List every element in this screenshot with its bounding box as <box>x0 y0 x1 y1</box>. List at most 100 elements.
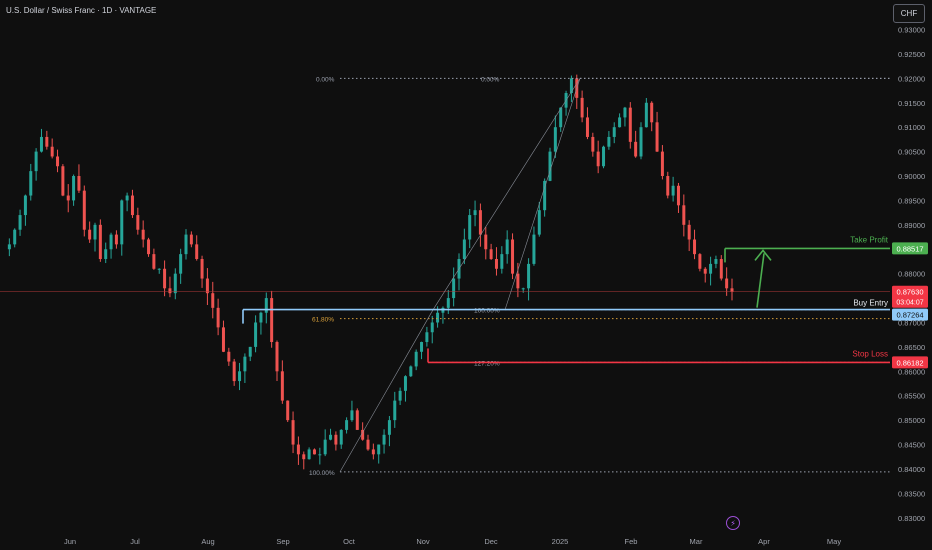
y-tick-label: 0.86500 <box>898 343 925 352</box>
candle-body <box>580 97 584 118</box>
x-tick-label: 2025 <box>552 537 569 546</box>
candle-body <box>339 429 343 445</box>
candle-body <box>478 210 482 235</box>
candle-body <box>602 146 606 167</box>
candle-body <box>163 268 167 289</box>
candle-body <box>312 449 316 455</box>
y-tick-label: 0.91500 <box>898 99 925 108</box>
candle-body <box>500 254 504 269</box>
x-tick-label: May <box>827 537 841 546</box>
candle-body <box>125 195 129 201</box>
buy-entry-label: Buy Entry <box>853 299 888 308</box>
x-tick-label: Oct <box>343 537 356 546</box>
candle-body <box>98 224 102 260</box>
x-tick-label: Jul <box>130 537 140 546</box>
target-arrow-head <box>754 249 772 261</box>
candle-body <box>425 332 429 343</box>
candle-body <box>511 239 515 274</box>
candle-body <box>387 420 391 435</box>
candle-body <box>280 371 284 401</box>
candle-body <box>243 356 247 372</box>
candle-body <box>77 176 81 191</box>
candle-body <box>436 312 440 323</box>
fib-guide-line <box>432 78 581 310</box>
candle-body <box>211 293 215 308</box>
candle-body <box>345 420 349 430</box>
candle-body <box>489 249 493 260</box>
candle-body <box>200 259 204 279</box>
x-tick-label: Jun <box>64 537 76 546</box>
candle-body <box>173 273 177 294</box>
candle-body <box>634 141 638 157</box>
y-tick-label: 0.84500 <box>898 441 925 450</box>
candle-body <box>650 102 654 123</box>
candle-body <box>205 278 209 294</box>
y-tick-label: 0.90500 <box>898 148 925 157</box>
candle-body <box>7 244 11 250</box>
candle-body <box>628 107 632 142</box>
candle-body <box>468 215 472 240</box>
candle-body <box>39 136 43 152</box>
currency-button[interactable]: CHF <box>893 4 925 23</box>
candle-body <box>45 136 49 147</box>
candle-body <box>318 454 322 456</box>
candle-body <box>264 298 268 313</box>
candle-body <box>189 234 193 245</box>
y-tick-label: 0.86000 <box>898 367 925 376</box>
candle-body <box>559 107 563 128</box>
take-profit-price-box <box>892 242 928 255</box>
candle-body <box>82 190 86 230</box>
candle-body <box>682 205 686 225</box>
candle-body <box>286 400 290 421</box>
candle-body <box>56 156 60 167</box>
candle-body <box>660 151 664 177</box>
fib-level-label: 100.00% <box>309 470 335 477</box>
candle-body <box>527 263 531 289</box>
candle-body <box>591 136 595 152</box>
candle-body <box>585 117 589 137</box>
candle-body <box>296 444 300 455</box>
candle-body <box>361 429 365 440</box>
y-tick-label: 0.85000 <box>898 416 925 425</box>
candle-body <box>596 151 600 167</box>
candle-body <box>382 434 386 445</box>
candle-body <box>714 259 718 264</box>
y-tick-label: 0.83500 <box>898 489 925 498</box>
candle-body <box>130 195 134 216</box>
fib-guide-line <box>504 78 581 310</box>
candle-body <box>666 176 670 196</box>
candle-body <box>371 449 375 455</box>
candle-body <box>452 278 456 299</box>
candle-body <box>639 127 643 157</box>
fib-level-label: 127.20% <box>474 360 500 367</box>
candle-body <box>291 420 295 445</box>
take-profit-price: 0.88517 <box>896 244 923 253</box>
candle-body <box>532 234 536 264</box>
y-tick-label: 0.93000 <box>898 26 925 35</box>
candle-body <box>29 171 33 196</box>
candle-body <box>104 249 108 260</box>
candle-body <box>414 351 418 367</box>
stop-loss-price-box <box>892 356 928 369</box>
candle-body <box>147 239 151 255</box>
candle-body <box>61 166 65 196</box>
last-price-box <box>892 285 928 308</box>
candle-body <box>543 180 547 211</box>
fib-level-label: 61.80% <box>312 317 334 324</box>
countdown-label: 03:04:07 <box>896 300 923 307</box>
candle-body <box>93 224 97 240</box>
candle-body <box>18 215 22 230</box>
candle-body <box>302 454 306 460</box>
candle-body <box>179 254 183 274</box>
candle-body <box>13 229 17 245</box>
y-tick-label: 0.83000 <box>898 514 925 523</box>
lightning-icon[interactable]: ⚡ <box>726 516 740 530</box>
candle-body <box>72 176 76 201</box>
candle-body <box>516 273 520 289</box>
candle-body <box>618 117 622 128</box>
y-tick-label: 0.85500 <box>898 392 925 401</box>
x-tick-label: Apr <box>758 537 770 546</box>
fib-level-label: 0.00% <box>316 76 335 83</box>
candle-body <box>377 444 381 455</box>
